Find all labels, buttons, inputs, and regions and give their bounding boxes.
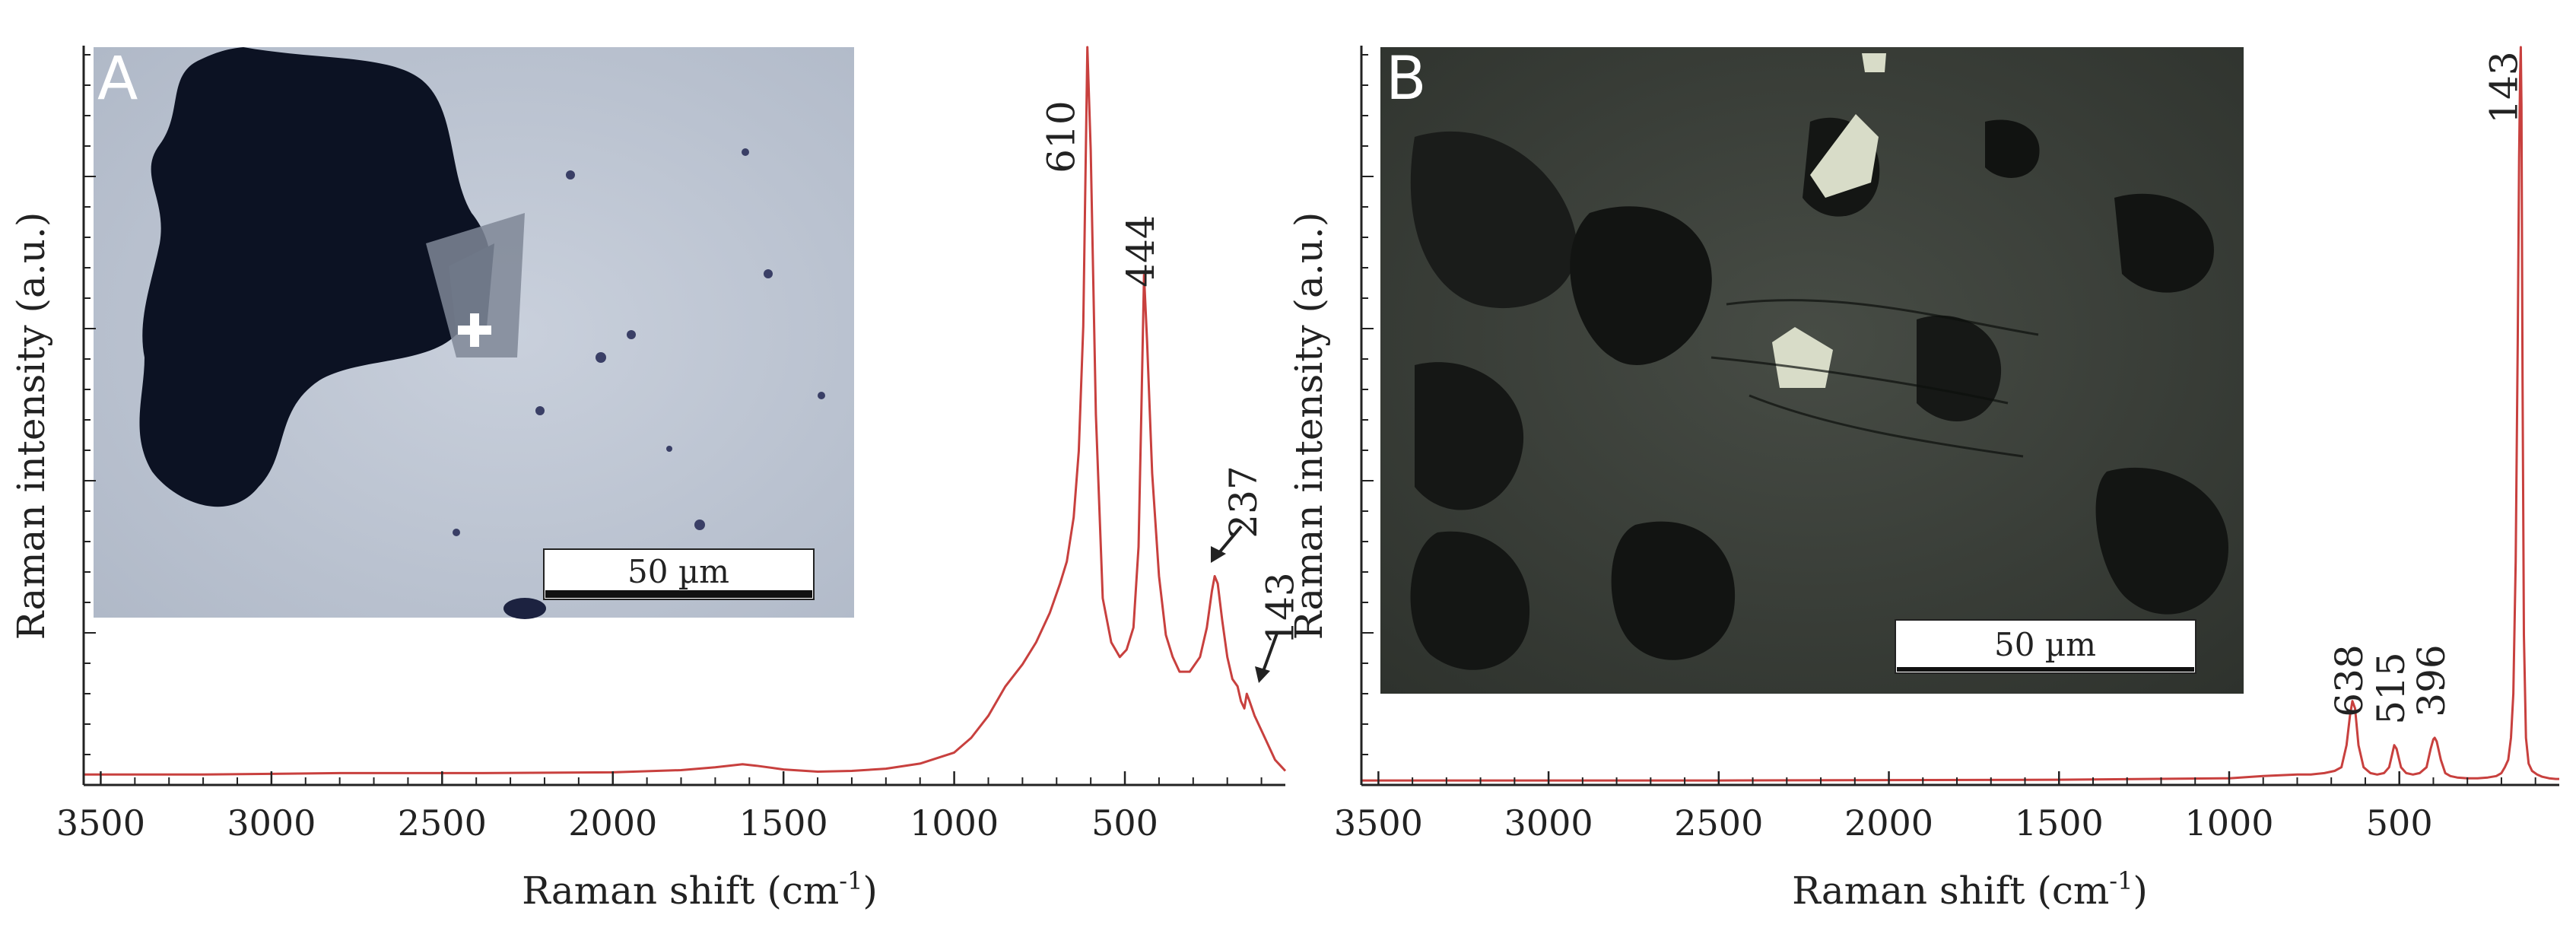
panel-b-letter: B [1386, 45, 1427, 113]
panel-b-scale-label: 50 µm [1994, 626, 2096, 663]
panel-b-y-minor-ticks [1361, 54, 1374, 755]
panel-a-x-tick-label: 1500 [739, 802, 828, 844]
panel-a-arrows [1211, 525, 1279, 683]
panel-a-letter: A [97, 45, 138, 113]
panel-a-spectrum-layer [84, 46, 1287, 776]
panel-a-peak-labels: 610 444 237 143 [1040, 100, 1303, 644]
panel-a-x-ticks [100, 771, 1263, 785]
panel-b-peak-label-638: 638 [2327, 644, 2371, 717]
panel-b-x-ticks [1377, 771, 2536, 785]
dark-particle [139, 47, 491, 507]
panel-b-x-axis-title: Raman shift (cm-1) [1792, 866, 2148, 913]
panel-a-x-tick-label: 2000 [568, 802, 657, 844]
panel-a-peak-label-143: 143 [1258, 572, 1302, 644]
panel-b-x-tick-label: 2500 [1674, 802, 1763, 844]
panel-a-y-minor-ticks [84, 54, 96, 755]
panel-a-peak-label-237: 237 [1221, 466, 1266, 538]
panel-a-x-tick-label: 3000 [227, 802, 316, 844]
arrow-143 [1261, 631, 1279, 674]
panel-a-x-tick-label: 1000 [910, 802, 999, 844]
panel-b-x-tick-labels: 3500 3000 2500 2000 1500 1000 500 [1334, 802, 2433, 844]
panel-a: 50 µm A 3500 3000 2500 2000 1500 1000 500 Rama… [9, 45, 1302, 913]
panel-a-x-tick-labels: 3500 3000 2500 2000 1500 1000 500 [56, 802, 1158, 844]
panel-a-peak-label-610: 610 [1040, 100, 1084, 173]
panel-b-x-tick-label: 1000 [2184, 802, 2273, 844]
panel-b-y-axis-title: Raman intensity (a.u.) [1287, 212, 1331, 640]
arrow-237 [1215, 525, 1243, 557]
panel-a-x-axis-title: Raman shift (cm-1) [522, 866, 878, 913]
panel-a-x-tick-label: 500 [1091, 802, 1158, 844]
panel-b-x-tick-label: 3000 [1504, 802, 1593, 844]
panel-b-inset-micrograph: 50 µm B [1380, 45, 2244, 694]
panel-a-y-axis-title: Raman intensity (a.u.) [9, 212, 53, 640]
panel-b-peak-label-143: 143 [2482, 51, 2526, 123]
panel-a-scale-label: 50 µm [627, 553, 729, 590]
panel-b: 50 µm B 3500 3000 2500 2000 1500 1000 500 Rama… [1287, 45, 2559, 913]
panel-a-spectrum-line [84, 46, 1287, 776]
panel-b-x-tick-label: 3500 [1334, 802, 1423, 844]
panel-b-peak-label-515: 515 [2369, 652, 2413, 724]
panel-a-inset-micrograph: 50 µm A [94, 45, 854, 619]
panel-a-x-tick-label: 3500 [56, 802, 145, 844]
panel-b-spectrum-layer [1361, 46, 2559, 782]
panel-b-peak-label-396: 396 [2409, 644, 2454, 717]
panel-b-x-tick-label: 1500 [2015, 802, 2104, 844]
panel-b-spectrum-line [1361, 46, 2559, 782]
panel-b-x-tick-label: 2000 [1844, 802, 1933, 844]
panel-b-x-tick-label: 500 [2366, 802, 2433, 844]
panel-a-scale-bar: 50 µm [543, 548, 815, 600]
panel-b-scale-bar: 50 µm [1895, 619, 2196, 674]
panel-a-peak-label-444: 444 [1119, 214, 1163, 287]
panel-a-x-tick-label: 2500 [398, 802, 487, 844]
cross-marker [458, 313, 491, 347]
